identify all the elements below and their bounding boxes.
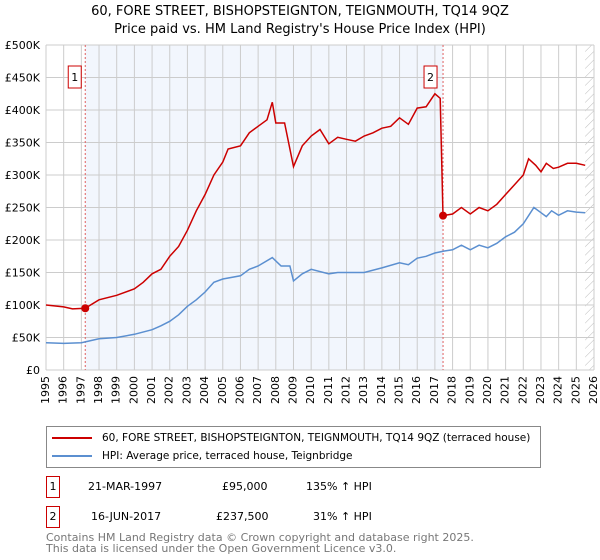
footer-copyright: Contains HM Land Registry data © Crown c… [46, 531, 474, 544]
x-tick-label: 1997 [74, 376, 87, 404]
x-tick-label: 2005 [216, 376, 229, 404]
x-tick-label: 2002 [163, 376, 176, 404]
legend-hpi: HPI: Average price, terraced house, Teig… [102, 450, 353, 462]
sale-badge: 1 [46, 476, 60, 498]
x-tick-label: 2015 [393, 376, 406, 404]
y-tick-label: £0 [26, 364, 40, 377]
x-tick-label: 2003 [180, 376, 193, 404]
legend-swatch-hpi [52, 455, 92, 457]
sale-marker-label: 2 [427, 71, 434, 84]
sale-date: 21-MAR-1997 [88, 480, 163, 493]
chart-subtitle: Price paid vs. HM Land Registry's House … [114, 22, 486, 37]
sale-badge: 2 [46, 506, 60, 528]
x-tick-label: 1995 [39, 376, 52, 404]
y-tick-label: £450K [5, 72, 41, 85]
x-tick-label: 2024 [552, 376, 565, 404]
hpi-line [45, 206, 586, 345]
x-tick-label: 2013 [357, 376, 370, 404]
chart-title: 60, FORE STREET, BISHOPSTEIGNTON, TEIGNM… [91, 4, 509, 19]
x-tick-label: 2021 [499, 376, 512, 404]
legend: 60, FORE STREET, BISHOPSTEIGNTON, TEIGNM… [46, 426, 541, 468]
sale-price: £95,000 [222, 480, 268, 493]
x-tick-label: 2019 [463, 376, 476, 404]
price-chart: 1995 1996 1997 1998 1999 2000 2001 2002 2003 2004… [5, 39, 600, 404]
x-tick-label: 2001 [145, 376, 158, 404]
x-tick-label: 2018 [446, 376, 459, 404]
sale-price: £237,500 [216, 510, 269, 523]
x-tick-label: 1999 [110, 376, 123, 404]
x-tick-label: 1996 [57, 376, 70, 404]
footer-licence: This data is licensed under the Open Gov… [46, 542, 397, 555]
x-tick-label: 2016 [410, 376, 423, 404]
y-tick-label: £350K [5, 137, 41, 150]
y-tick-label: £400K [5, 104, 41, 117]
x-tick-label: 2020 [481, 376, 494, 404]
legend-swatch-property [52, 437, 92, 439]
x-tick-label: 2004 [198, 376, 211, 404]
x-tick-label: 2022 [516, 376, 529, 404]
legend-property: 60, FORE STREET, BISHOPSTEIGNTON, TEIGNM… [102, 432, 531, 444]
x-tick-label: 1998 [92, 376, 105, 404]
price-paid-line [45, 92, 586, 310]
x-tick-label: 2006 [233, 376, 246, 404]
x-tick-label: 2026 [587, 376, 600, 404]
x-tick-label: 2010 [304, 376, 317, 404]
x-tick-label: 2008 [269, 376, 282, 404]
sale-hpi: 31% ↑ HPI [313, 510, 372, 523]
sale-point [81, 304, 90, 313]
x-tick-label: 2023 [534, 376, 547, 404]
x-tick-label: 2009 [286, 376, 299, 404]
y-tick-label: £100K [5, 299, 41, 312]
y-tick-label: £250K [5, 202, 41, 215]
y-tick-label: £500K [5, 39, 41, 52]
x-tick-label: 2000 [127, 376, 140, 404]
y-tick-label: £300K [5, 169, 41, 182]
sale-date: 16-JUN-2017 [91, 510, 162, 523]
x-tick-label: 2025 [569, 376, 582, 404]
x-tick-label: 2012 [340, 376, 353, 404]
x-tick-label: 2017 [428, 376, 441, 404]
x-tick-label: 2011 [322, 376, 335, 404]
y-tick-label: £200K [5, 234, 41, 247]
y-tick-label: £50K [12, 332, 41, 345]
sale-marker-label: 1 [71, 71, 78, 84]
sale-hpi: 135% ↑ HPI [306, 480, 372, 493]
x-tick-label: 2014 [375, 376, 388, 404]
sale-marker-box [423, 65, 438, 89]
y-tick-label: £150K [5, 267, 41, 280]
sale-marker-box [67, 65, 82, 89]
x-tick-label: 2007 [251, 376, 264, 404]
sale-point [439, 211, 448, 220]
